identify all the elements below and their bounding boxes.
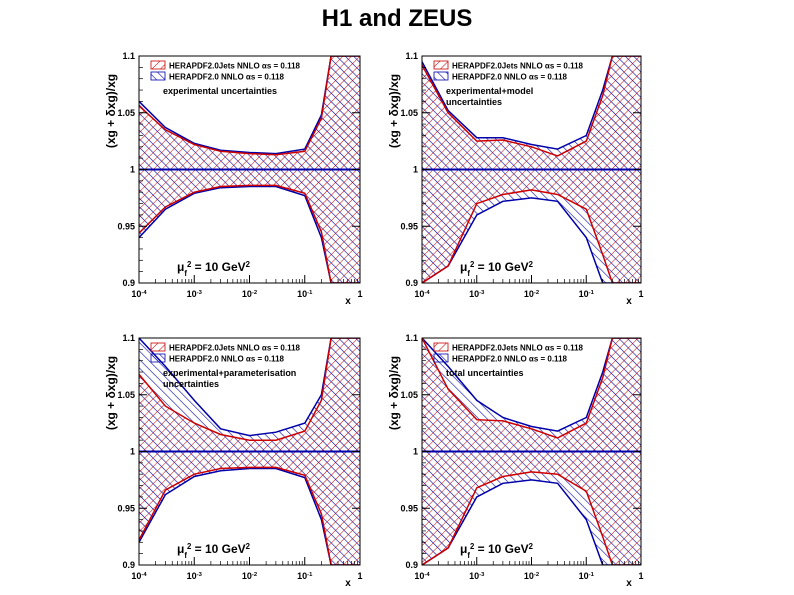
legend-swatch [150, 60, 166, 70]
x-tick-label: 10-3 [187, 289, 203, 299]
legend-entry: HERAPDF2.0 NNLO αs = 0.118 [452, 73, 568, 82]
legend-entry: HERAPDF2.0Jets NNLO αs = 0.118 [452, 62, 584, 71]
panel-label: total uncertainties [446, 368, 524, 378]
band-lower-edge [422, 189, 641, 283]
y-axis-label: (xg + δxg)/xg [387, 74, 401, 148]
x-tick-label: 10-3 [469, 289, 485, 299]
x-tick-label: 10-4 [131, 571, 147, 581]
panel-label: experimental+model [446, 86, 533, 96]
band-lower-edge [422, 479, 641, 565]
y-tick-label: 1 [413, 447, 418, 457]
scale-label: μf2 = 10 GeV2 [177, 260, 251, 278]
x-tick-label: 10-3 [187, 571, 203, 581]
y-tick-label: 1.05 [400, 108, 418, 118]
x-tick-label: 1 [638, 571, 643, 581]
legend-entry: HERAPDF2.0Jets NNLO αs = 0.118 [169, 344, 301, 353]
y-tick-label: 1.1 [405, 51, 418, 61]
scale-label: μf2 = 10 GeV2 [460, 260, 534, 278]
x-tick-label: 10-1 [579, 289, 595, 299]
legend-entry: HERAPDF2.0 NNLO αs = 0.118 [169, 73, 285, 82]
legend-entry: HERAPDF2.0Jets NNLO αs = 0.118 [169, 62, 301, 71]
band-upper-edge [139, 56, 360, 156]
x-tick-label: 10-1 [579, 571, 595, 581]
band-upper-edge [139, 56, 360, 155]
legend-swatch [150, 342, 166, 352]
band-upper-edge [139, 338, 360, 441]
x-tick-label: 10-4 [414, 289, 430, 299]
y-tick-label: 0.95 [400, 221, 418, 231]
y-tick-label: 1.05 [400, 390, 418, 400]
band-lower-edge [422, 197, 641, 283]
x-tick-label: 1 [357, 289, 362, 299]
panel-label: experimental+parameterisation [163, 368, 296, 378]
band-upper-edge [422, 56, 641, 157]
y-tick-label: 1 [130, 165, 135, 175]
panel-label: uncertainties [163, 379, 219, 389]
x-axis-label: x [626, 296, 632, 307]
y-tick-label: 1 [130, 447, 135, 457]
y-axis-label: (xg + δxg)/xg [387, 356, 401, 430]
x-tick-label: 10-4 [131, 289, 147, 299]
legend-swatch [433, 60, 449, 70]
band-upper-edge [422, 338, 641, 432]
panel-label: uncertainties [446, 97, 502, 107]
band-lower-edge [139, 466, 360, 565]
panel-label: experimental uncertainties [163, 86, 277, 96]
legend-swatch [150, 353, 166, 363]
legend-entry: HERAPDF2.0Jets NNLO αs = 0.118 [452, 344, 584, 353]
x-tick-label: 1 [357, 571, 362, 581]
y-tick-label: 0.9 [405, 560, 418, 570]
scale-label: μf2 = 10 GeV2 [177, 542, 251, 560]
legend-swatch [433, 342, 449, 352]
band-lower-edge [139, 185, 360, 283]
scale-label: μf2 = 10 GeV2 [460, 542, 534, 560]
x-tick-label: 10-1 [297, 289, 313, 299]
y-axis-label: (xg + δxg)/xg [104, 356, 118, 430]
x-tick-label: 10-3 [469, 571, 485, 581]
y-tick-label: 1 [413, 165, 418, 175]
band-lower-edge [139, 184, 360, 283]
x-tick-label: 10-2 [242, 571, 258, 581]
y-tick-label: 0.9 [122, 278, 135, 288]
x-tick-label: 10-4 [414, 571, 430, 581]
x-tick-label: 10-2 [524, 571, 540, 581]
x-axis-label: x [626, 578, 632, 589]
y-tick-label: 1.1 [122, 51, 135, 61]
page-title: H1 and ZEUS [321, 5, 473, 32]
band-upper-edge [422, 56, 641, 150]
x-tick-label: 10-2 [242, 289, 258, 299]
x-axis-label: x [345, 296, 351, 307]
y-tick-label: 0.9 [122, 560, 135, 570]
x-axis-label: x [345, 578, 351, 589]
x-tick-label: 10-1 [297, 571, 313, 581]
legend-swatch [433, 71, 449, 81]
x-tick-label: 1 [638, 289, 643, 299]
y-tick-label: 1.1 [122, 333, 135, 343]
legend-entry: HERAPDF2.0 NNLO αs = 0.118 [452, 355, 568, 364]
y-tick-label: 0.9 [405, 278, 418, 288]
y-tick-label: 1.05 [117, 108, 135, 118]
y-tick-label: 1.1 [405, 333, 418, 343]
legend-swatch [433, 353, 449, 363]
band-upper-edge [422, 338, 641, 439]
band-upper-edge [139, 338, 360, 437]
y-tick-label: 0.95 [400, 503, 418, 513]
band-lower-edge [139, 467, 360, 565]
y-axis-label: (xg + δxg)/xg [104, 74, 118, 148]
y-tick-label: 0.95 [117, 503, 135, 513]
legend-swatch [150, 71, 166, 81]
x-tick-label: 10-2 [524, 289, 540, 299]
y-tick-label: 1.05 [117, 390, 135, 400]
y-tick-label: 0.95 [117, 221, 135, 231]
band-lower-edge [422, 471, 641, 565]
legend-entry: HERAPDF2.0 NNLO αs = 0.118 [169, 355, 285, 364]
